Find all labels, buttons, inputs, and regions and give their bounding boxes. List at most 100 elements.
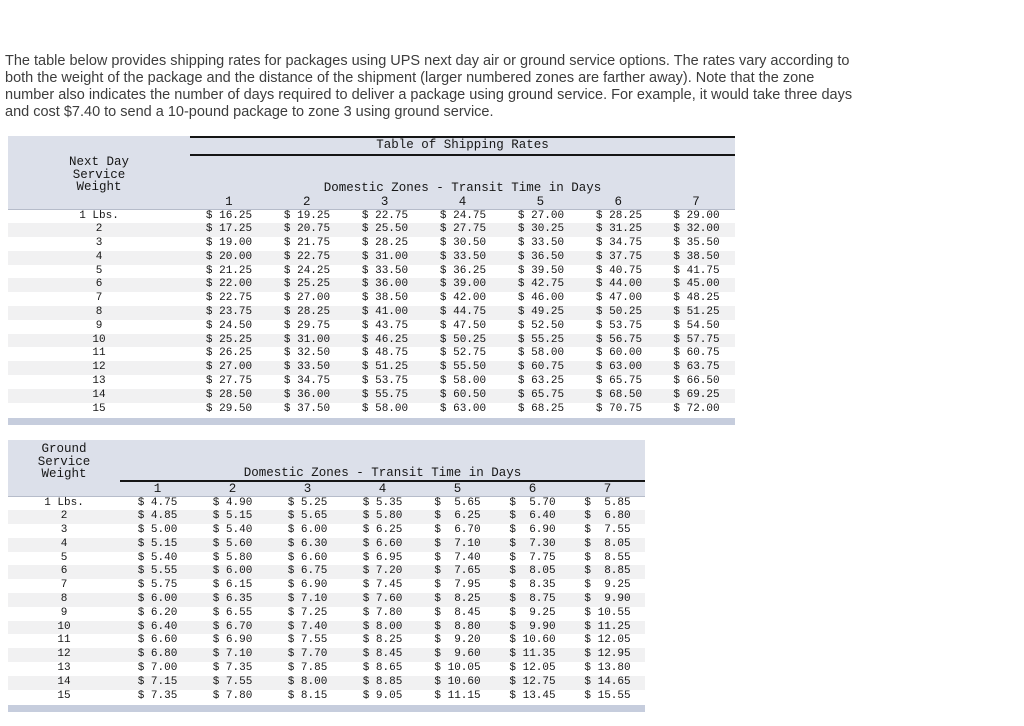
rate-row: 7 $ 5.75 $ 6.15 $ 6.90 $ 7.45 $ 7.95 $ 8.35 $ 9…	[8, 579, 645, 593]
rate-cell: $ 7.80	[212, 689, 253, 702]
intro-line: both the weight of the package and the d…	[5, 70, 815, 86]
rate-cell: $ 41.00	[361, 306, 409, 319]
rate-cell: $ 33.50	[517, 237, 565, 250]
rate-cell: $ 20.75	[283, 223, 331, 236]
rate-cell: $ 53.75	[595, 319, 643, 332]
weight-cell: 9	[60, 606, 68, 619]
intro-line: The table below provides shipping rates …	[5, 53, 850, 69]
weight-cell: 11	[57, 634, 71, 647]
rate-cell: $ 25.25	[205, 333, 253, 346]
rate-cell: $ 50.25	[439, 333, 487, 346]
rate-cell: $ 8.55	[584, 551, 631, 564]
rate-cell: $ 8.25	[362, 634, 403, 647]
rate-cell: $ 38.50	[673, 250, 720, 263]
rate-cell: $ 63.25	[517, 375, 565, 388]
rate-cell: $ 32.00	[673, 223, 720, 236]
weight-cell: 10	[57, 620, 71, 633]
rate-cell: $ 65.75	[595, 375, 643, 388]
rate-cell: $ 6.40	[137, 620, 178, 633]
next-day-table-header-band: Table of Shipping Rates Next Day Service…	[8, 136, 735, 210]
zone-label: 1	[225, 194, 233, 209]
rate-row: 14 $ 28.50 $ 36.00 $ 55.75 $ 60.50 $ 65.75 $ 6…	[8, 388, 735, 403]
rate-cell: $ 29.00	[673, 209, 720, 222]
rate-cell: $ 21.25	[205, 264, 253, 277]
rate-cell: $ 5.55	[137, 565, 178, 578]
ground-table-footer-bar	[8, 705, 645, 713]
rate-cell: $ 17.25	[205, 223, 253, 236]
weight-cell: 1 Lbs.	[79, 209, 119, 222]
weight-cell: 8	[60, 593, 68, 606]
rate-cell: $ 30.25	[517, 223, 565, 236]
rate-cell: $ 8.80	[434, 620, 481, 633]
zone-labels-row: 1 2 3 4 5 6 7	[120, 482, 645, 496]
rate-cell: $ 53.75	[361, 375, 409, 388]
zone-label: 2	[303, 194, 311, 209]
rate-cell: $ 33.50	[361, 264, 409, 277]
rate-cell: $ 33.50	[283, 361, 331, 374]
rate-row: 1 Lbs. $ 16.25 $ 19.25 $ 22.75 $ 24.75 $ 27.0…	[8, 210, 735, 224]
rate-cell: $ 65.75	[517, 388, 565, 401]
weight-cell: 4	[95, 250, 103, 263]
rate-row: 9 $ 6.20 $ 6.55 $ 7.25 $ 7.80 $ 8.45 $ 9.25 $ 1…	[8, 607, 645, 621]
rate-row: 12 $ 27.00 $ 33.50 $ 51.25 $ 55.50 $ 60.75 $ 6…	[8, 361, 735, 376]
rate-cell: $ 6.75	[287, 565, 328, 578]
zone-label: 7	[603, 481, 612, 496]
ground-rates-grid: 1 Lbs. $ 4.75 $ 4.90 $ 5.25 $ 5.35 $ 5.65 $ 5.…	[8, 497, 645, 704]
rate-cell: $ 51.25	[673, 306, 720, 319]
intro-line: number also indicates the number of days…	[5, 87, 853, 103]
rate-cell: $ 9.25	[584, 579, 631, 592]
rate-cell: $ 68.25	[517, 402, 565, 415]
zone-labels-row: 1 2 3 4 5 6 7	[190, 195, 735, 209]
rate-cell: $ 8.65	[362, 662, 403, 675]
rate-cell: $ 7.30	[509, 537, 556, 550]
rate-cell: $ 6.90	[287, 579, 328, 592]
rate-cell: $ 7.80	[362, 606, 403, 619]
rate-cell: $ 30.50	[439, 237, 487, 250]
weight-cell: 14	[57, 675, 71, 688]
zone-label: 7	[692, 194, 700, 209]
rate-row: 8 $ 6.00 $ 6.35 $ 7.10 $ 7.60 $ 8.25 $ 8.75 $ 9…	[8, 593, 645, 607]
rate-cell: $ 42.00	[439, 292, 487, 305]
rate-cell: $ 10.05	[434, 662, 481, 675]
rate-cell: $ 19.00	[205, 237, 253, 250]
rate-cell: $ 7.35	[212, 662, 253, 675]
zone-label: 6	[614, 194, 622, 209]
rate-cell: $ 8.45	[434, 606, 481, 619]
rate-cell: $ 23.75	[205, 306, 253, 319]
rate-row: 3 $ 19.00 $ 21.75 $ 28.25 $ 30.50 $ 33.50 $ 34…	[8, 237, 735, 251]
rate-cell: $ 36.00	[361, 278, 409, 291]
rate-row: 3 $ 5.00 $ 5.40 $ 6.00 $ 6.25 $ 6.70 $ 6.90 $ 7…	[8, 524, 645, 538]
rate-row: 2 $ 17.25 $ 20.75 $ 25.50 $ 27.75 $ 30.25 $ 31…	[8, 223, 735, 238]
zone-label: 6	[528, 481, 537, 496]
rate-row: 15 $ 29.50 $ 37.50 $ 58.00 $ 63.00 $ 68.25 $ 7…	[8, 403, 735, 417]
rate-cell: $ 6.60	[287, 551, 328, 564]
zone-label: 5	[453, 481, 462, 496]
rate-cell: $ 28.25	[283, 306, 331, 319]
rate-cell: $ 45.00	[673, 278, 720, 291]
rate-cell: $ 9.05	[362, 689, 403, 702]
rate-cell: $ 6.90	[509, 524, 556, 537]
rate-cell: $ 7.65	[434, 565, 481, 578]
rate-row: 15 $ 7.35 $ 7.80 $ 8.15 $ 9.05 $ 11.15 $ 13.45…	[8, 690, 645, 704]
weight-cell: 3	[60, 524, 68, 537]
rate-cell: $ 5.40	[212, 524, 253, 537]
rate-cell: $ 5.25	[287, 496, 328, 509]
rate-cell: $ 6.80	[584, 510, 631, 523]
rate-row: 5 $ 21.25 $ 24.25 $ 33.50 $ 36.25 $ 39.50 $ 40…	[8, 265, 735, 279]
rate-cell: $ 7.45	[362, 579, 403, 592]
weight-header-line: Ground	[41, 442, 87, 456]
rate-cell: $ 31.00	[361, 250, 409, 263]
rate-cell: $ 7.55	[287, 634, 328, 647]
ground-table-header-band: Ground Service Weight Domestic Zones - T…	[8, 440, 645, 497]
rate-cell: $ 4.90	[212, 496, 253, 509]
rate-cell: $ 9.90	[509, 620, 556, 633]
weight-cell: 11	[92, 347, 106, 360]
rate-cell: $ 52.50	[517, 319, 565, 332]
intro-paragraph: The table below provides shipping rates …	[5, 53, 1020, 121]
rate-cell: $ 6.60	[137, 634, 178, 647]
rate-cell: $ 54.50	[673, 319, 720, 332]
rate-cell: $ 51.25	[361, 361, 409, 374]
rate-cell: $ 7.35	[137, 689, 178, 702]
rate-cell: $ 33.50	[439, 250, 487, 263]
rate-cell: $ 5.85	[584, 496, 631, 509]
